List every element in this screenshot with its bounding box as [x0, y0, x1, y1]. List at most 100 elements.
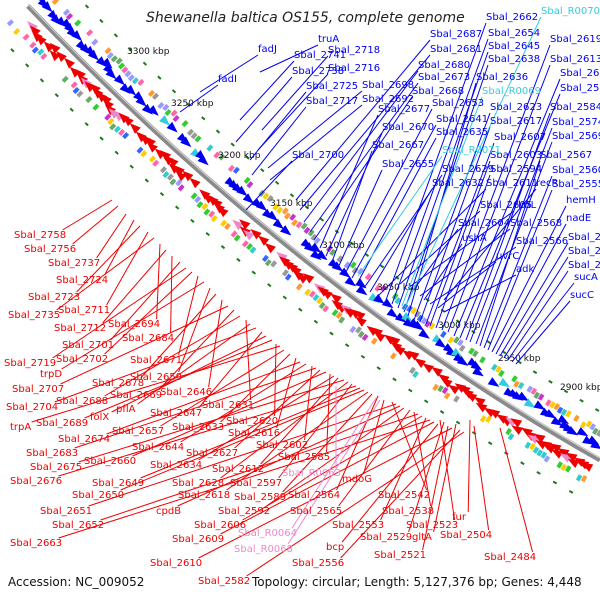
map-title: Shewanella baltica OS155, complete genom… [146, 10, 465, 26]
reverse-gene-label: Sbal_2723 [28, 292, 80, 303]
reverse-feature-arrow [122, 115, 134, 127]
forward-gene-label: sucC [570, 290, 594, 301]
reverse-feature-arrow [56, 51, 67, 63]
reverse-feature-arrow [102, 99, 114, 111]
reverse-rna-leader-line [291, 397, 377, 529]
forward-leader-line [251, 106, 307, 176]
cog-block-forward [565, 410, 572, 418]
reverse-gene-label: folX [90, 412, 109, 423]
forward-leader-line [499, 242, 569, 357]
cog-block-reverse [220, 219, 228, 227]
gc-tick [39, 78, 45, 83]
cog-block-reverse [281, 269, 289, 277]
reverse-leader-line [499, 427, 534, 553]
gc-tick [379, 264, 385, 269]
kbp-tick-label: 3050 kbp [377, 283, 420, 293]
forward-gene-label: Sbal_2725 [306, 81, 358, 92]
reverse-gene-label: Sbal_2675 [30, 462, 82, 473]
reverse-gene-label: Sbal_2712 [54, 323, 106, 334]
reverse-feature-arrow [422, 363, 434, 374]
reverse-leader-line [110, 261, 181, 341]
kbp-tick-label: 3150 kbp [270, 199, 313, 209]
forward-leader-line [465, 112, 551, 341]
forward-gene-label: hemH [566, 195, 596, 206]
cog-block-forward [380, 284, 387, 292]
gc-tick [113, 33, 119, 38]
reverse-gene-label: Sbal_2553 [332, 520, 384, 531]
reverse-leader-line [413, 411, 432, 507]
reverse-leader-line [120, 389, 365, 491]
cog-block-forward [313, 237, 321, 245]
forward-feature-arrow [135, 95, 147, 107]
gc-tick [274, 180, 280, 185]
forward-leader-line [495, 223, 567, 355]
reverse-gene-label: Sbal_2756 [24, 244, 76, 255]
forward-feature-arrow [272, 218, 284, 230]
cog-block-forward [495, 365, 502, 374]
reverse-leader-line [208, 299, 223, 388]
gc-tick [69, 107, 74, 112]
reverse-feature-arrow [35, 34, 47, 46]
forward-feature-arrow [71, 30, 83, 41]
gc-tick [344, 343, 350, 348]
cog-block-forward [246, 181, 254, 189]
cog-block-forward [187, 128, 194, 136]
forward-gene-label: Sbal_2541 [568, 232, 600, 243]
gc-tick [552, 480, 558, 485]
reverse-leader-line [245, 319, 252, 401]
cog-block-forward [511, 375, 518, 383]
reverse-feature-arrow [366, 325, 379, 336]
gc-tick [536, 471, 541, 475]
reverse-gene-label: Sbal_2521 [374, 550, 426, 561]
gc-tick [129, 164, 134, 169]
cog-block-reverse [149, 155, 156, 163]
reverse-feature-arrow [64, 57, 75, 69]
reverse-feature-arrow [290, 265, 302, 276]
cog-block-reverse [210, 215, 218, 223]
forward-gene-label: Sbal_2681 [430, 44, 482, 55]
gc-tick [215, 129, 221, 134]
reverse-leader-line [170, 255, 173, 334]
cog-block-reverse [224, 222, 231, 230]
forward-rna-gene-label: Sbal_R0070 [541, 6, 600, 17]
forward-leader-line [507, 270, 569, 361]
reverse-gene-label: Sbal_2610 [150, 558, 202, 569]
forward-leader-line [407, 210, 515, 289]
forward-feature-arrow [498, 377, 511, 388]
reverse-feature-arrow [473, 396, 486, 407]
reverse-feature-arrow [250, 229, 262, 240]
reverse-gene-label: Sbal_2647 [150, 408, 202, 419]
forward-leader-line [331, 150, 373, 263]
reverse-gene-label: Sbal_2602 [256, 440, 308, 451]
cog-block-reverse [261, 254, 269, 262]
cog-block-forward [289, 213, 297, 221]
reverse-leader-line [304, 365, 313, 441]
gc-tick [220, 245, 226, 250]
reverse-feature-arrow [511, 425, 524, 435]
reverse-leader-line [274, 343, 277, 417]
reverse-gene-label: Sbal_2589 [234, 492, 286, 503]
cog-block-forward [151, 92, 160, 100]
reverse-leader-line [72, 205, 119, 245]
forward-leader-line [313, 96, 413, 241]
cog-block-forward [530, 387, 538, 395]
reverse-leader-line [340, 429, 461, 559]
cog-block-reverse [580, 475, 588, 483]
forward-feature-arrow [470, 360, 483, 371]
kbp-tick-label: 2900 kbp [560, 383, 600, 393]
reverse-gene-label: Sbal_2538 [382, 506, 434, 517]
forward-feature-arrow [381, 298, 394, 309]
forward-leader-line [399, 210, 481, 285]
reverse-leader-line [220, 421, 435, 535]
cog-block-forward [336, 255, 344, 263]
gc-tick [487, 441, 493, 446]
forward-feature-arrow [533, 400, 546, 410]
gc-tick [394, 275, 400, 280]
cog-block-reverse [443, 392, 451, 400]
reverse-feature-arrow [343, 307, 356, 318]
gc-tick [520, 461, 525, 466]
forward-gene-label: Sbal_2555 [552, 179, 600, 190]
forward-gene-label: Sbal_2645 [488, 41, 540, 52]
forward-feature-arrow [310, 249, 322, 261]
gc-tick [114, 150, 119, 155]
